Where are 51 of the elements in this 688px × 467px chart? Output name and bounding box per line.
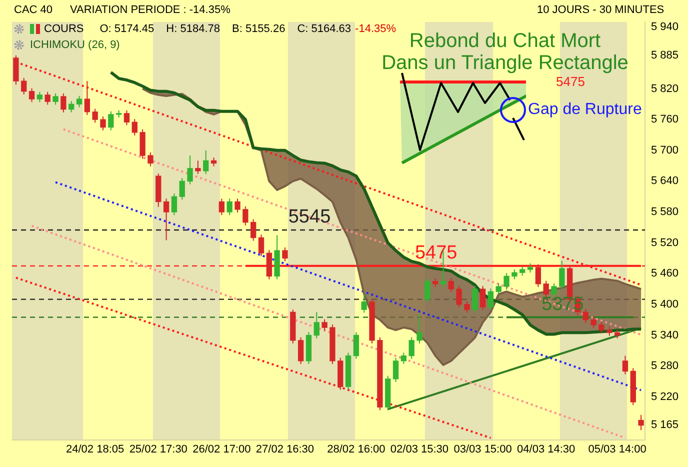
text: CAC 40 xyxy=(14,4,53,16)
annotation: Gap de Rupture xyxy=(528,101,642,119)
candlestick xyxy=(234,198,240,214)
y-tick-label: 5 220 xyxy=(651,390,679,403)
y-tick-label: 5 580 xyxy=(651,206,679,218)
annotation: -14.35% xyxy=(355,23,396,35)
legend-label: COURS xyxy=(44,23,84,35)
y-tick-label: 5 640 xyxy=(651,175,679,188)
candlestick xyxy=(116,110,122,118)
candlestick xyxy=(52,92,58,106)
candlestick xyxy=(598,321,604,334)
annotation: B: 5155.26 xyxy=(232,23,286,35)
x-tick-label: 26/02 17:00 xyxy=(192,444,251,456)
candlestick xyxy=(464,300,470,314)
text: VARIATION PERIODE : -14.35% xyxy=(70,4,230,16)
y-tick-label: 5 700 xyxy=(651,144,679,156)
candlestick xyxy=(100,116,106,131)
text: 10 JOURS - 30 MINUTES xyxy=(537,4,664,16)
annotation: H: 5184.78 xyxy=(166,23,220,35)
x-tick-label: 27/02 16:30 xyxy=(256,444,314,456)
candlestick xyxy=(456,285,462,308)
y-tick-label: 5 280 xyxy=(651,360,679,372)
candlestick xyxy=(590,316,596,329)
y-tick-label: 5 885 xyxy=(651,49,679,62)
annotation: 5475 xyxy=(556,74,585,89)
annotation: C: 5164.63 xyxy=(297,23,352,35)
y-tick-label: 5 760 xyxy=(651,114,679,126)
ref-line-label: 5545 xyxy=(288,206,331,228)
x-tick-label: 03/03 15:00 xyxy=(454,444,512,456)
y-tick-label: 5 400 xyxy=(651,298,679,310)
x-tick-label: 24/02 18:05 xyxy=(66,444,124,456)
candlestick xyxy=(322,318,328,332)
y-tick-label: 5 460 xyxy=(651,268,679,280)
text: Dans un Triangle Rectangle xyxy=(380,52,630,74)
x-tick-label: 25/02 17:30 xyxy=(129,444,188,456)
candlestick xyxy=(551,282,557,298)
y-tick-label: 5 165 xyxy=(651,419,679,432)
x-tick-label: 02/03 15:30 xyxy=(390,444,449,456)
x-tick-label: 05/03 14:00 xyxy=(588,444,646,456)
x-tick-label: 04/03 14:30 xyxy=(517,444,576,456)
y-tick-label: 5 340 xyxy=(651,329,679,342)
candlestick xyxy=(148,152,154,167)
candlestick xyxy=(282,246,288,262)
annotation: O: 5174.45 xyxy=(100,23,154,35)
text: ICHIMOKU (26, 9) xyxy=(30,39,120,51)
y-tick-label: 5 520 xyxy=(651,236,679,249)
chart-title: Rebond du Chat Mort xyxy=(409,30,601,52)
ref-line-label: 5475 xyxy=(414,242,458,264)
y-tick-label: 5 940 xyxy=(651,21,679,34)
y-tick-label: 5 820 xyxy=(651,82,679,95)
x-tick-label: 28/02 16:00 xyxy=(327,444,386,456)
